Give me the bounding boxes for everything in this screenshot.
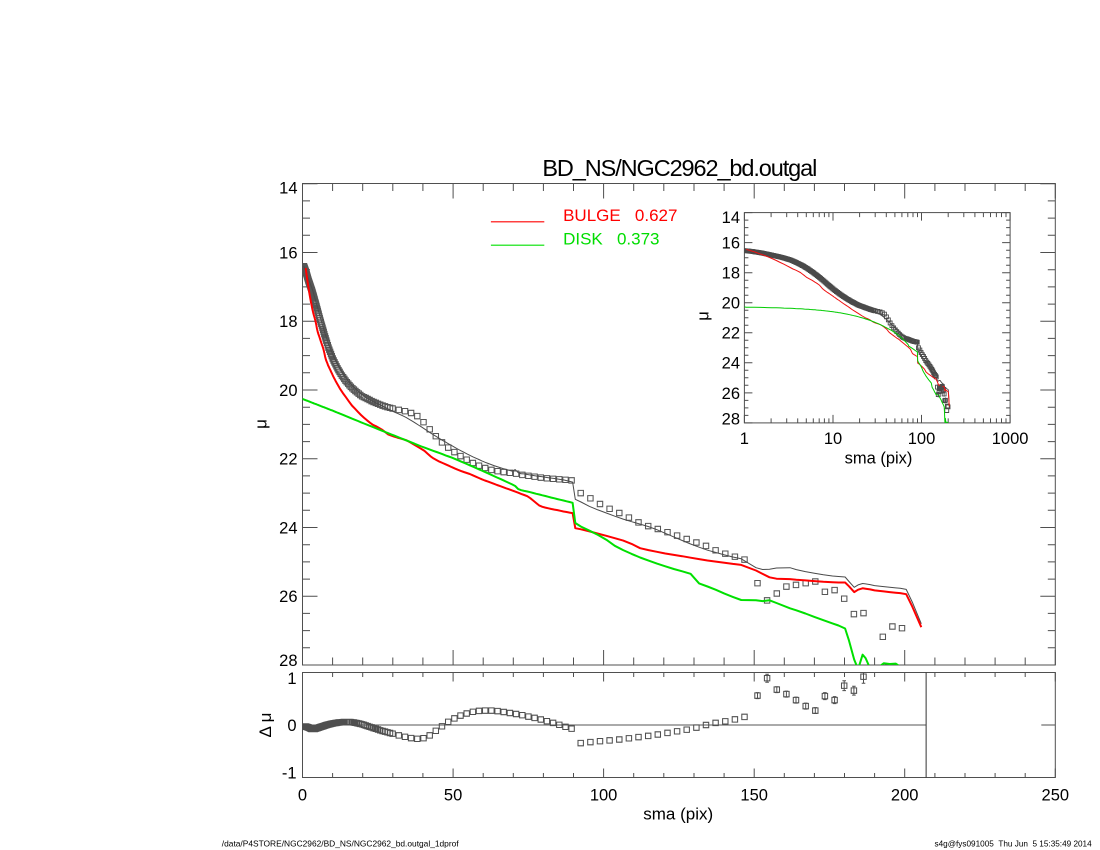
svg-text:-1: -1 [282, 765, 297, 783]
svg-text:s4g@fys091005 Thu Jun 5 15:3: s4g@fys091005 Thu Jun 5 15:35:49 2014 [935, 840, 1093, 849]
svg-text:22: 22 [279, 451, 297, 469]
svg-text:100: 100 [590, 786, 618, 804]
svg-text:26: 26 [279, 588, 297, 606]
svg-text:250: 250 [1042, 786, 1070, 804]
svg-text:100: 100 [908, 430, 936, 448]
svg-text:0: 0 [298, 786, 307, 804]
svg-text:16: 16 [279, 244, 297, 262]
svg-text:0: 0 [287, 717, 296, 735]
svg-text:150: 150 [740, 786, 768, 804]
svg-text:16: 16 [722, 235, 740, 253]
svg-text:24: 24 [279, 519, 297, 537]
svg-text:BD_NS/NGC2962_bd.outgal: BD_NS/NGC2962_bd.outgal [542, 155, 816, 181]
svg-text:20: 20 [722, 295, 740, 313]
svg-text:1000: 1000 [992, 430, 1029, 448]
svg-text:sma (pix): sma (pix) [643, 805, 713, 824]
svg-text:14: 14 [722, 209, 740, 227]
svg-text:18: 18 [279, 313, 297, 331]
svg-text:20: 20 [279, 382, 297, 400]
svg-text:μ: μ [252, 419, 271, 429]
svg-text:/data/P4STORE/NGC2962/BD_NS/NG: /data/P4STORE/NGC2962/BD_NS/NGC2962_bd.o… [222, 839, 459, 849]
svg-text:28: 28 [722, 410, 740, 428]
svg-text:1: 1 [740, 430, 749, 448]
svg-text:14: 14 [279, 180, 297, 198]
svg-text:sma (pix): sma (pix) [845, 450, 913, 468]
svg-text:24: 24 [722, 355, 740, 373]
svg-text:1: 1 [287, 670, 296, 688]
svg-text:BULGE 0.627: BULGE 0.627 [563, 206, 677, 225]
svg-text:18: 18 [722, 265, 740, 283]
svg-text:Δ μ: Δ μ [256, 713, 275, 738]
svg-text:26: 26 [722, 385, 740, 403]
svg-text:28: 28 [279, 652, 297, 670]
svg-text:22: 22 [722, 325, 740, 343]
svg-text:50: 50 [444, 786, 462, 804]
svg-text:μ: μ [694, 311, 712, 321]
svg-text:10: 10 [824, 430, 842, 448]
svg-text:DISK 0.373: DISK 0.373 [563, 230, 659, 249]
svg-text:200: 200 [891, 786, 919, 804]
